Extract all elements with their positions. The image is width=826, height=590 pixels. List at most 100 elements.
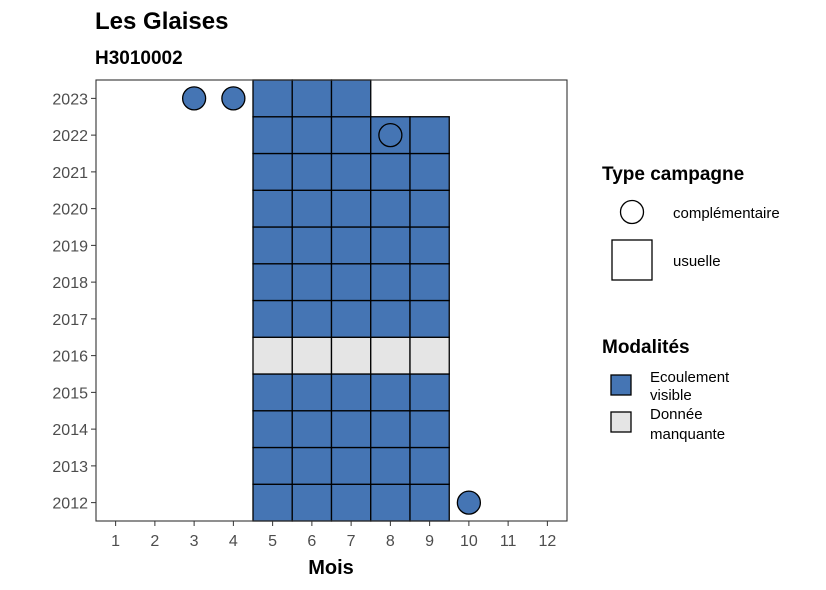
y-tick-label-2023: 2023 <box>52 91 88 108</box>
tile-2015-7 <box>330 373 372 412</box>
tile-2018-9 <box>409 263 450 302</box>
tile-2017-7 <box>330 299 372 338</box>
tile-2022-5 <box>252 116 293 155</box>
tile-2019-6 <box>291 226 333 265</box>
chart-title: Les Glaises <box>95 8 228 35</box>
legend-key-donnee-manquante <box>610 411 632 433</box>
tile-2015-9 <box>409 373 450 412</box>
y-tick-label-2014: 2014 <box>52 422 88 439</box>
x-tick-label-8: 8 <box>386 533 395 550</box>
x-tick-label-9: 9 <box>425 533 434 550</box>
tile-2017-8 <box>370 299 411 338</box>
x-tick-label-7: 7 <box>347 533 356 550</box>
y-tick-label-2012: 2012 <box>52 496 88 513</box>
point-2022-8 <box>378 122 403 148</box>
legend-modalite-title: Modalités <box>602 337 690 358</box>
tile-2022-7 <box>330 116 372 155</box>
tile-2016-7 <box>330 336 372 375</box>
tile-2018-8 <box>370 263 411 302</box>
tile-2020-7 <box>330 189 372 228</box>
y-tick-label-2021: 2021 <box>52 165 88 182</box>
x-tick-label-6: 6 <box>307 533 316 550</box>
tile-2014-7 <box>330 410 372 449</box>
point-2012-10 <box>456 490 482 515</box>
tile-2019-5 <box>252 226 293 265</box>
tile-2014-6 <box>291 410 333 449</box>
tile-2021-5 <box>252 152 293 191</box>
legend-label-manquante-line1: Donnée <box>650 406 703 423</box>
x-tick-label-3: 3 <box>190 533 199 550</box>
tile-2019-7 <box>330 226 372 265</box>
tile-2013-6 <box>291 446 333 485</box>
legend-label-ecoulement-line1: Ecoulement <box>650 369 730 386</box>
tile-2021-6 <box>291 152 333 191</box>
tile-2022-6 <box>291 116 333 155</box>
tile-2013-7 <box>330 446 372 485</box>
legend-circle-complementaire <box>619 199 645 225</box>
tile-2020-5 <box>252 189 293 228</box>
tile-2012-7 <box>330 483 372 522</box>
tile-2013-8 <box>370 446 411 485</box>
x-tick-label-11: 11 <box>500 533 517 550</box>
plot-area: 1 2 3 4 5 6 7 8 9 10 11 122012201320142015201620172… <box>52 79 568 550</box>
x-tick-label-5: 5 <box>268 533 277 550</box>
panel-border <box>95 79 568 522</box>
y-tick-label-2017: 2017 <box>52 312 88 329</box>
tile-2013-9 <box>409 446 450 485</box>
chart-subtitle: H3010002 <box>95 48 183 69</box>
tile-2020-8 <box>370 189 411 228</box>
legend-label-complementaire: complémentaire <box>673 205 780 222</box>
tile-2017-6 <box>291 299 333 338</box>
x-tick-label-4: 4 <box>229 533 238 550</box>
legend-square-usuelle <box>611 239 653 281</box>
y-tick-label-2022: 2022 <box>52 128 88 145</box>
tile-2012-5 <box>252 483 293 522</box>
x-tick-label-10: 10 <box>460 533 478 550</box>
y-tick-label-2019: 2019 <box>52 238 88 255</box>
tile-2012-6 <box>291 483 333 522</box>
y-tick-label-2015: 2015 <box>52 385 88 402</box>
y-tick-label-2020: 2020 <box>52 202 88 219</box>
tile-2019-9 <box>409 226 450 265</box>
tile-2023-5 <box>252 79 293 118</box>
legend-label-usuelle: usuelle <box>673 253 721 270</box>
tile-2014-9 <box>409 410 450 449</box>
legend-label-ecoulement-line2: visible <box>650 387 692 404</box>
y-tick-label-2013: 2013 <box>52 459 88 476</box>
tile-2022-9 <box>409 116 450 155</box>
tile-2021-8 <box>370 152 411 191</box>
tile-2019-8 <box>370 226 411 265</box>
tile-2013-5 <box>252 446 293 485</box>
tile-2018-7 <box>330 263 372 302</box>
x-axis-label: Mois <box>308 557 354 579</box>
y-tick-label-2018: 2018 <box>52 275 88 292</box>
tile-2016-8 <box>370 336 411 375</box>
x-tick-label-2: 2 <box>150 533 159 550</box>
x-tick-label-1: 1 <box>111 533 120 550</box>
point-2023-4 <box>221 86 246 111</box>
tile-2021-7 <box>330 152 372 191</box>
point-2023-3 <box>181 86 207 111</box>
tile-2023-6 <box>291 79 333 118</box>
tile-2016-9 <box>409 336 450 375</box>
legend: Type campagne complémentaire usuelle Mod… <box>602 164 780 443</box>
legend-label-manquante-line2: manquante <box>650 426 725 443</box>
tile-2014-8 <box>370 410 411 449</box>
tile-2015-5 <box>252 373 293 412</box>
tile-2018-5 <box>252 263 293 302</box>
tile-2015-6 <box>291 373 333 412</box>
tile-2020-9 <box>409 189 450 228</box>
tile-2012-9 <box>409 483 450 522</box>
tile-2016-5 <box>252 336 293 375</box>
legend-key-ecoulement-visible <box>610 374 632 396</box>
y-tick-label-2016: 2016 <box>52 349 88 366</box>
tile-2012-8 <box>370 483 411 522</box>
tile-2014-5 <box>252 410 293 449</box>
tile-2020-6 <box>291 189 333 228</box>
x-tick-label-12: 12 <box>538 533 556 550</box>
tile-2021-9 <box>409 152 450 191</box>
legend-type-title: Type campagne <box>602 164 744 185</box>
tile-2017-9 <box>409 299 450 338</box>
tile-2015-8 <box>370 373 411 412</box>
